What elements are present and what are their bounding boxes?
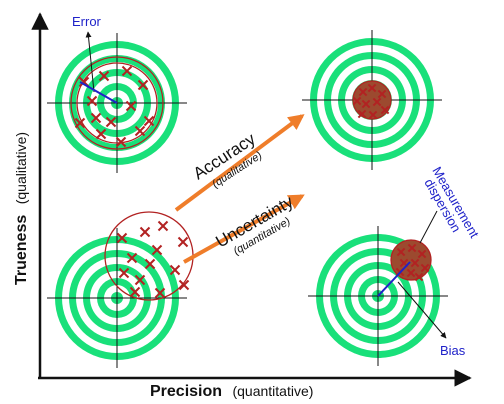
target-top-right — [302, 30, 442, 170]
bias-label: Bias — [440, 343, 466, 358]
bias-vector — [377, 261, 411, 297]
measurement-mark — [380, 105, 390, 115]
measurement-mark — [377, 89, 387, 99]
measurement-mark — [137, 79, 149, 91]
measurement-mark — [352, 96, 362, 106]
measurement-mark — [98, 70, 110, 82]
measurement-mark — [358, 87, 368, 97]
measurement-mark — [129, 286, 141, 298]
measurement-mark — [361, 99, 371, 109]
measurement-mark — [169, 264, 181, 276]
measurement-mark — [125, 100, 137, 112]
error-vector — [79, 81, 118, 104]
dispersion-pointer — [419, 210, 438, 244]
measurement-mark — [126, 252, 138, 264]
measurement-mark — [177, 236, 189, 248]
measurement-mark — [144, 258, 156, 270]
y-axis-label-bold: Trueness — [13, 215, 30, 285]
measurement-mark — [396, 247, 406, 257]
measurement-mark — [410, 258, 420, 268]
measurement-mark — [406, 268, 416, 278]
error-label: Error — [72, 14, 102, 29]
measurement-mark — [372, 97, 382, 107]
measurement-mark — [115, 136, 127, 148]
accuracy-arrow — [174, 114, 305, 212]
measurement-mark — [420, 263, 430, 273]
uncertainty-arrow — [183, 194, 305, 264]
measurement-mark — [74, 117, 86, 129]
measurement-mark — [367, 83, 377, 93]
measurement-mark — [134, 274, 146, 286]
measurement-mark — [143, 115, 155, 127]
measurement-mark — [121, 65, 133, 77]
bias-pointer-arrow — [397, 281, 447, 339]
target-bottom-left — [47, 211, 194, 368]
dispersion-circle-inner — [76, 62, 158, 144]
error-pointer-arrow — [85, 31, 95, 93]
y-axis-label-qualifier: (qualitative) — [13, 132, 29, 204]
measurement-mark — [151, 244, 163, 256]
measurement-mark — [417, 249, 427, 259]
measurement-mark — [95, 128, 107, 140]
measurement-mark — [139, 226, 151, 238]
measurement-mark — [86, 95, 98, 107]
measurement-mark — [414, 272, 424, 282]
x-axis-label: Precision (quantitative) — [150, 383, 313, 399]
measurement-mark — [134, 125, 146, 137]
measurement-mark — [178, 279, 190, 291]
measurement-mark — [118, 267, 130, 279]
measurement-mark — [154, 287, 166, 299]
measurement-mark — [90, 112, 102, 124]
measurement-mark — [116, 232, 128, 244]
measurement-mark — [357, 109, 367, 119]
x-axis-label-qualifier: (quantitative) — [232, 383, 313, 399]
measurement-mark — [407, 243, 417, 253]
x-axis-label-bold: Precision — [150, 383, 222, 399]
measurement-mark — [368, 110, 378, 120]
measurement-mark — [157, 220, 169, 232]
y-axis-label: Trueness (qualitative) — [13, 132, 30, 285]
measurement-mark — [105, 116, 117, 128]
dispersion-circle — [70, 56, 164, 150]
